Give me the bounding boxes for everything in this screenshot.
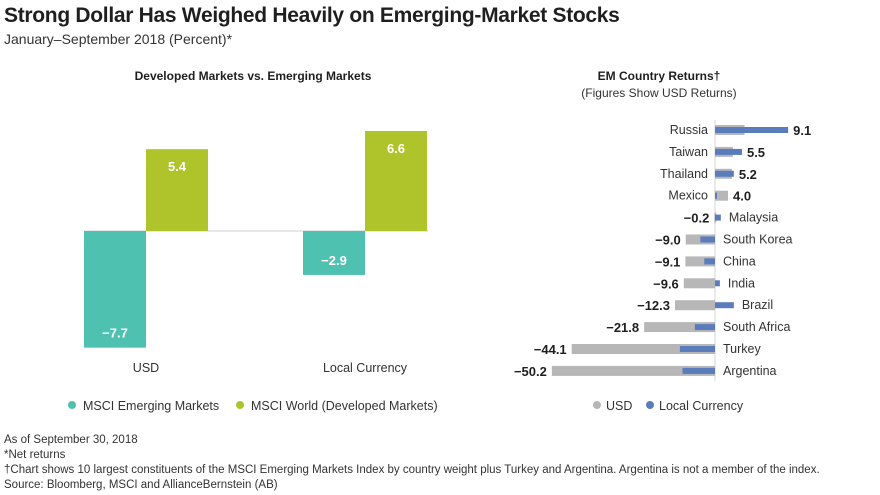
right-legend: USD Local Currency <box>593 399 744 413</box>
bar-world-0 <box>146 149 208 231</box>
country-label: South Africa <box>723 320 790 334</box>
bar-local-2 <box>715 170 734 177</box>
legend-em-swatch <box>68 401 76 409</box>
bar-local-6 <box>704 258 715 265</box>
usd-value-label: −21.8 <box>606 320 639 335</box>
usd-value-label: −9.1 <box>655 254 681 269</box>
legend-world-label: MSCI World (Developed Markets) <box>251 399 438 413</box>
right-bar-chart: EM Country Returns† (Figures Show USD Re… <box>514 69 811 413</box>
bar-local-9 <box>694 324 715 331</box>
bar-usd-11 <box>551 365 715 376</box>
chart-title: Strong Dollar Has Weighed Heavily on Eme… <box>4 4 620 27</box>
legend-local-swatch <box>646 401 654 409</box>
country-label: India <box>728 276 755 290</box>
country-label: South Korea <box>723 233 793 247</box>
bar-usd-3 <box>715 190 728 201</box>
country-label: Taiwan <box>669 145 708 159</box>
usd-value-label: 5.5 <box>747 145 765 160</box>
usd-value-label: −12.3 <box>637 298 670 313</box>
usd-value-label: 4.0 <box>733 189 751 204</box>
country-label: Thailand <box>660 167 708 181</box>
bar-local-3 <box>715 192 717 199</box>
usd-value-label: 9.1 <box>793 123 811 138</box>
usd-value-label: −9.0 <box>655 233 681 248</box>
right-chart-subtitle: (Figures Show USD Returns) <box>581 86 736 100</box>
bar-value-label: −2.9 <box>321 253 347 268</box>
right-chart-title: EM Country Returns† <box>598 69 721 83</box>
country-label: China <box>723 254 756 268</box>
usd-value-label: −0.2 <box>684 211 710 226</box>
bar-em-1 <box>303 231 365 275</box>
bar-value-label: −7.7 <box>102 326 128 341</box>
legend-em-label: MSCI Emerging Markets <box>83 399 219 413</box>
bar-usd-6 <box>685 256 715 267</box>
bar-local-1 <box>715 148 742 155</box>
bar-local-8 <box>715 302 734 309</box>
usd-value-label: −44.1 <box>534 342 567 357</box>
country-label: Turkey <box>723 342 761 356</box>
legend-world-swatch <box>236 401 244 409</box>
chart-subtitle: January–September 2018 (Percent)* <box>4 31 233 47</box>
bar-local-5 <box>700 236 715 243</box>
legend-usd-swatch <box>593 401 601 409</box>
left-legend: MSCI Emerging Markets MSCI World (Develo… <box>68 399 438 413</box>
footnote-dagger: †Chart shows 10 largest constituents of … <box>4 464 820 476</box>
usd-value-label: −9.6 <box>653 276 679 291</box>
left-bar-chart: Developed Markets vs. Emerging Markets −… <box>68 69 438 413</box>
legend-local-label: Local Currency <box>659 399 744 413</box>
bar-em-0 <box>84 231 146 348</box>
bar-value-label: 5.4 <box>168 159 187 174</box>
bar-usd-10 <box>571 344 715 354</box>
footnote-source: Source: Bloomberg, MSCI and AllianceBern… <box>4 479 278 491</box>
bar-local-4 <box>715 214 721 221</box>
bar-usd-9 <box>644 322 715 333</box>
bar-local-11 <box>682 367 715 374</box>
country-label: Brazil <box>742 298 773 312</box>
footnote-net-returns: *Net returns <box>4 449 66 461</box>
category-label: Local Currency <box>323 361 408 375</box>
bar-usd-7 <box>683 278 715 289</box>
usd-value-label: −50.2 <box>514 364 547 379</box>
footnote-asof: As of September 30, 2018 <box>4 434 138 446</box>
bar-local-7 <box>715 280 720 287</box>
country-label: Mexico <box>668 189 708 203</box>
country-label: Malaysia <box>729 211 778 225</box>
bar-world-1 <box>365 131 427 231</box>
usd-value-label: 5.2 <box>739 167 757 182</box>
bar-usd-8 <box>675 300 715 311</box>
category-label: USD <box>133 361 159 375</box>
legend-usd-label: USD <box>606 399 632 413</box>
bar-value-label: 6.6 <box>387 141 405 156</box>
bar-local-10 <box>679 346 715 352</box>
footnotes: As of September 30, 2018 *Net returns †C… <box>4 433 820 493</box>
left-chart-title: Developed Markets vs. Emerging Markets <box>135 69 372 83</box>
bar-local-0 <box>715 127 789 133</box>
country-label: Argentina <box>723 364 777 378</box>
country-label: Russia <box>670 123 708 137</box>
